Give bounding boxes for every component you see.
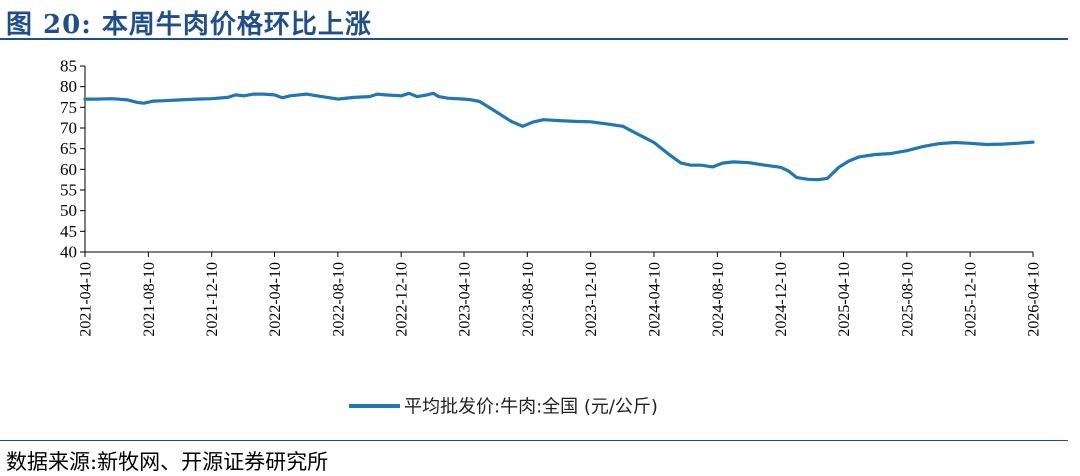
page-title: 图 20: 本周牛肉价格环比上涨: [6, 10, 372, 40]
x-tick-label: 2022-04-10: [267, 262, 284, 337]
x-tick-label: 2022-08-10: [330, 262, 347, 337]
y-tick-label: 45: [60, 222, 77, 241]
y-tick-label: 65: [60, 139, 77, 158]
x-tick-label: 2025-08-10: [899, 262, 916, 337]
x-tick-label: 2021-08-10: [141, 262, 158, 337]
x-tick-label: 2021-04-10: [78, 262, 95, 337]
x-tick-label: 2023-08-10: [520, 262, 537, 337]
y-tick-label: 55: [60, 181, 77, 200]
legend-label: 平均批发价:牛肉:全国 (元/公斤): [404, 397, 658, 418]
x-tick-label: 2024-04-10: [647, 262, 664, 337]
x-tick-label: 2026-04-10: [1026, 262, 1043, 337]
source-note: 数据来源:新牧网、开源证券研究所: [6, 450, 329, 474]
x-tick-label: 2025-12-10: [963, 262, 980, 337]
legend: 平均批发价:牛肉:全国 (元/公斤): [349, 397, 658, 418]
x-tick-label: 2022-12-10: [394, 262, 411, 337]
x-tick-label: 2025-04-10: [836, 262, 853, 337]
x-tick-label: 2021-12-10: [204, 262, 221, 337]
y-tick-label: 75: [60, 98, 77, 117]
x-tick-label: 2024-12-10: [773, 262, 790, 337]
y-tick-label: 60: [60, 160, 77, 179]
y-tick-label: 40: [60, 243, 77, 262]
source-divider: [0, 440, 1068, 441]
series-layer: [83, 91, 1035, 182]
title-divider: [0, 38, 1068, 40]
y-tick-label: 70: [60, 119, 77, 138]
y-tick-label: 85: [60, 57, 77, 76]
x-tick-label: 2023-04-10: [456, 262, 473, 337]
y-tick-label: 50: [60, 201, 77, 220]
series-line-0: [83, 91, 1035, 182]
x-axis: 2021-04-10 2021-08-10 2021-12-10 2022-04-10…: [78, 251, 1043, 337]
x-tick-label: 2024-08-10: [710, 262, 727, 337]
y-tick-label: 80: [60, 77, 77, 96]
x-tick-label: 2023-12-10: [583, 262, 600, 337]
